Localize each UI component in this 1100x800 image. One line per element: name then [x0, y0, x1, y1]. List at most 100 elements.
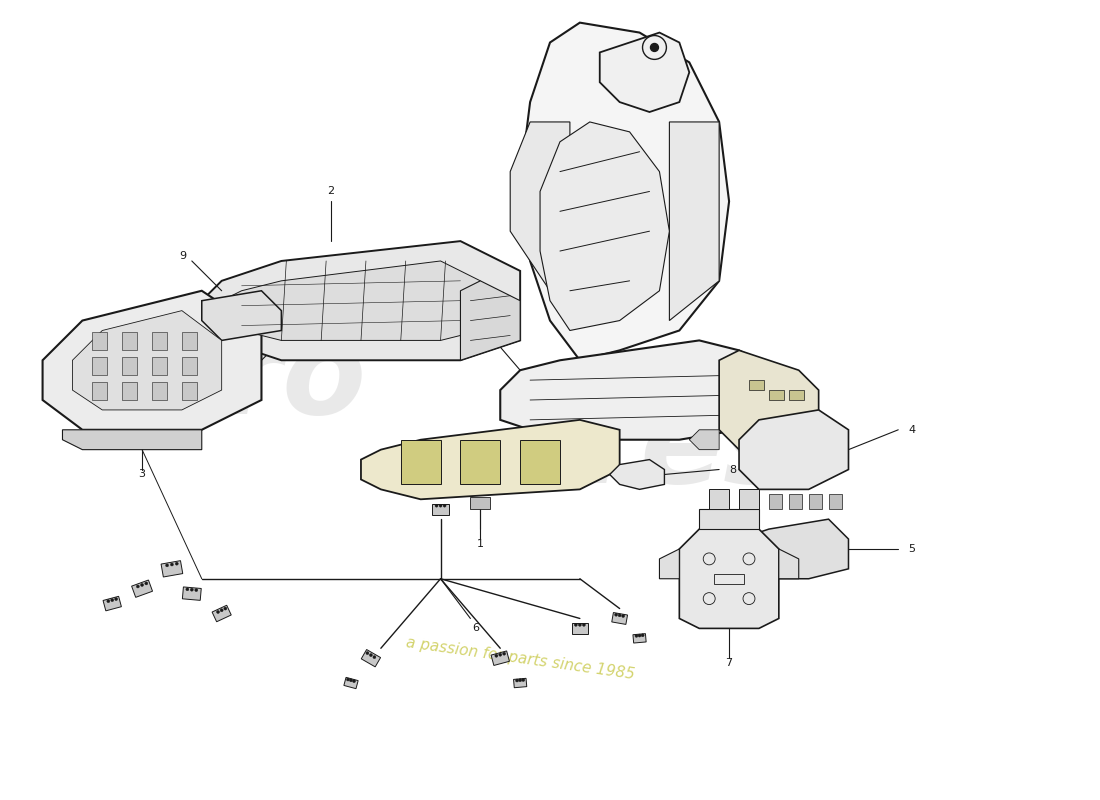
- Polygon shape: [612, 613, 627, 625]
- Text: 9: 9: [179, 251, 187, 261]
- Polygon shape: [361, 420, 619, 499]
- Bar: [769, 390, 784, 400]
- Polygon shape: [201, 241, 520, 360]
- Circle shape: [217, 610, 220, 614]
- Bar: [749, 380, 763, 390]
- Circle shape: [373, 656, 376, 658]
- Circle shape: [170, 563, 174, 566]
- Circle shape: [521, 678, 525, 682]
- Bar: [122, 358, 138, 375]
- Circle shape: [615, 614, 617, 616]
- Bar: [122, 333, 138, 350]
- Circle shape: [186, 588, 189, 590]
- Bar: [789, 390, 804, 400]
- Circle shape: [495, 654, 498, 658]
- Polygon shape: [161, 561, 183, 577]
- Bar: [182, 382, 197, 400]
- Circle shape: [223, 607, 227, 610]
- Circle shape: [638, 634, 641, 637]
- Circle shape: [346, 678, 350, 681]
- Polygon shape: [43, 290, 262, 430]
- Circle shape: [166, 564, 168, 567]
- Circle shape: [621, 614, 625, 618]
- Circle shape: [635, 634, 638, 638]
- Bar: [182, 358, 197, 375]
- Bar: [520, 440, 560, 485]
- Polygon shape: [132, 580, 153, 598]
- Circle shape: [175, 562, 178, 565]
- Polygon shape: [183, 587, 201, 600]
- Polygon shape: [710, 490, 729, 510]
- Polygon shape: [739, 410, 848, 490]
- Circle shape: [195, 589, 198, 591]
- Polygon shape: [432, 504, 449, 514]
- Text: res: res: [580, 391, 795, 508]
- Circle shape: [439, 504, 442, 507]
- Polygon shape: [344, 678, 359, 689]
- Circle shape: [141, 583, 144, 586]
- Polygon shape: [500, 341, 779, 440]
- Bar: [828, 494, 842, 510]
- Polygon shape: [73, 310, 222, 410]
- Polygon shape: [719, 350, 818, 450]
- Polygon shape: [659, 549, 680, 578]
- Polygon shape: [600, 33, 690, 112]
- Circle shape: [366, 651, 368, 654]
- Polygon shape: [739, 490, 759, 510]
- Circle shape: [136, 585, 140, 588]
- Circle shape: [618, 614, 621, 617]
- Circle shape: [434, 504, 438, 507]
- Circle shape: [111, 598, 113, 602]
- Bar: [152, 358, 167, 375]
- Circle shape: [641, 634, 645, 637]
- Polygon shape: [572, 623, 587, 634]
- Circle shape: [107, 600, 110, 602]
- Bar: [461, 440, 500, 485]
- Circle shape: [220, 609, 223, 612]
- Text: 5: 5: [909, 544, 915, 554]
- Polygon shape: [779, 549, 799, 578]
- Text: 3: 3: [139, 470, 145, 479]
- Text: 2: 2: [328, 186, 334, 197]
- Circle shape: [519, 678, 521, 682]
- Text: euro: euro: [53, 322, 366, 438]
- Polygon shape: [103, 596, 121, 611]
- Circle shape: [145, 582, 147, 585]
- Polygon shape: [690, 430, 719, 450]
- Bar: [808, 494, 822, 510]
- Polygon shape: [540, 122, 670, 330]
- Circle shape: [516, 679, 518, 682]
- Bar: [152, 333, 167, 350]
- Text: 4: 4: [909, 425, 915, 434]
- Text: 6: 6: [472, 623, 478, 634]
- Bar: [400, 440, 441, 485]
- Polygon shape: [63, 430, 201, 450]
- Circle shape: [352, 680, 355, 682]
- Polygon shape: [609, 459, 664, 490]
- Polygon shape: [739, 519, 848, 578]
- Circle shape: [114, 598, 118, 601]
- Bar: [92, 358, 107, 375]
- Circle shape: [650, 43, 659, 51]
- Bar: [789, 494, 802, 510]
- Text: 7: 7: [726, 658, 733, 668]
- Circle shape: [579, 623, 581, 626]
- Circle shape: [350, 679, 352, 682]
- Polygon shape: [510, 122, 570, 321]
- Circle shape: [574, 623, 578, 626]
- Text: 1: 1: [477, 539, 484, 549]
- Bar: [152, 382, 167, 400]
- Circle shape: [443, 504, 447, 507]
- Polygon shape: [632, 634, 646, 643]
- Polygon shape: [212, 606, 231, 622]
- Polygon shape: [461, 281, 520, 360]
- Polygon shape: [670, 122, 719, 321]
- Polygon shape: [520, 22, 729, 360]
- Polygon shape: [491, 651, 509, 666]
- Polygon shape: [700, 510, 759, 529]
- Text: a passion for parts since 1985: a passion for parts since 1985: [405, 634, 636, 682]
- Circle shape: [503, 652, 506, 655]
- Text: 8: 8: [729, 465, 736, 474]
- Circle shape: [370, 654, 373, 657]
- Polygon shape: [680, 529, 779, 629]
